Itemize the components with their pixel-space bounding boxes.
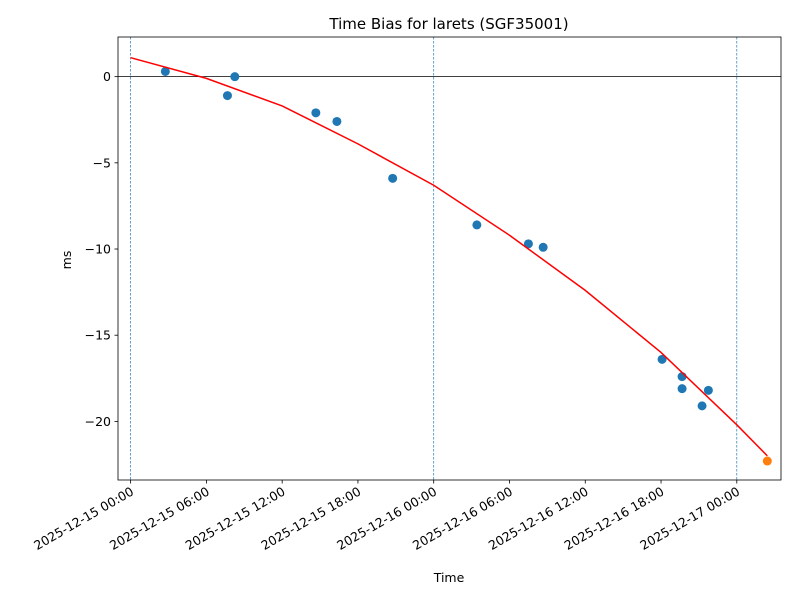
data-point (703, 385, 713, 395)
data-point (230, 72, 240, 82)
data-point (523, 239, 533, 249)
y-tick-label: −15 (85, 328, 111, 343)
data-point (657, 354, 667, 364)
y-tick-label: −20 (85, 414, 111, 429)
data-point (677, 384, 687, 394)
data-point (222, 91, 232, 101)
data-point (388, 173, 398, 183)
data-point (538, 242, 548, 252)
data-point (332, 116, 342, 126)
y-axis-label: ms (59, 251, 74, 270)
chart-title: Time Bias for larets (SGF35001) (328, 15, 568, 33)
data-point (472, 220, 482, 230)
data-point (160, 66, 170, 76)
data-point (311, 108, 321, 118)
x-axis-label: Time (433, 570, 465, 585)
y-tick-label: −5 (93, 155, 111, 170)
y-tick-label: −10 (85, 242, 111, 257)
plot-frame (117, 36, 782, 481)
y-tick-label: 0 (103, 69, 111, 84)
data-point (697, 401, 707, 411)
predicted-point (762, 456, 772, 466)
fit-curve (130, 56, 768, 457)
